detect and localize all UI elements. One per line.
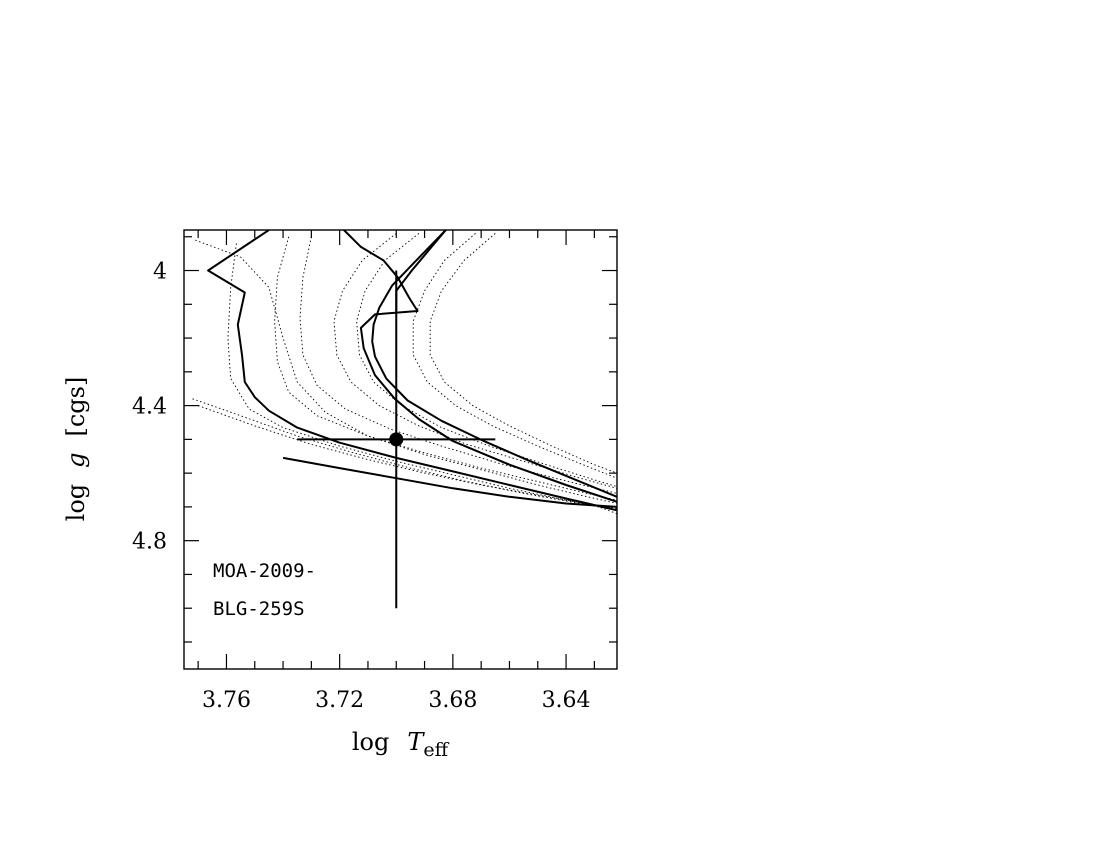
x-tick-label: 3.68 bbox=[428, 688, 477, 713]
dotted-curve-12 bbox=[412, 233, 617, 479]
solid-curve-2 bbox=[343, 230, 617, 503]
x-tick-label: 3.64 bbox=[542, 688, 591, 713]
isochrone-curves bbox=[192, 230, 617, 515]
y-tick-label: 4.4 bbox=[132, 395, 167, 420]
source-data-point bbox=[389, 432, 404, 447]
dotted-curve-13 bbox=[429, 233, 617, 474]
y-tick-label: 4 bbox=[153, 260, 167, 285]
solid-curve-4 bbox=[371, 230, 617, 498]
dotted-curve-15 bbox=[192, 398, 617, 511]
plot-frame bbox=[183, 229, 618, 670]
x-axis-label: log Teff bbox=[352, 728, 450, 761]
y-tick-label: 4.8 bbox=[132, 530, 167, 555]
solid-curve-1 bbox=[207, 230, 617, 512]
dotted-curve-10 bbox=[333, 233, 617, 489]
x-tick-label: 3.76 bbox=[202, 688, 251, 713]
annotation-line-2: BLG-259S bbox=[213, 598, 305, 620]
tick-labels: 3.76 3.72 3.68 3.64 4 4.4 4.8 bbox=[132, 260, 591, 713]
dotted-curve-7 bbox=[227, 243, 617, 510]
annotation-line-1: MOA-2009- bbox=[213, 560, 316, 582]
dotted-curve-8 bbox=[274, 236, 617, 501]
solid-curve-3 bbox=[395, 230, 447, 311]
x-tick-label: 3.72 bbox=[315, 688, 364, 713]
solid-curve-5 bbox=[282, 456, 617, 508]
dotted-curve-14 bbox=[198, 405, 617, 515]
axis-ticks bbox=[184, 230, 617, 669]
dotted-curve-9 bbox=[299, 236, 617, 494]
dotted-curve-6 bbox=[195, 239, 617, 504]
y-axis-label: logg[cgs] bbox=[62, 377, 90, 522]
